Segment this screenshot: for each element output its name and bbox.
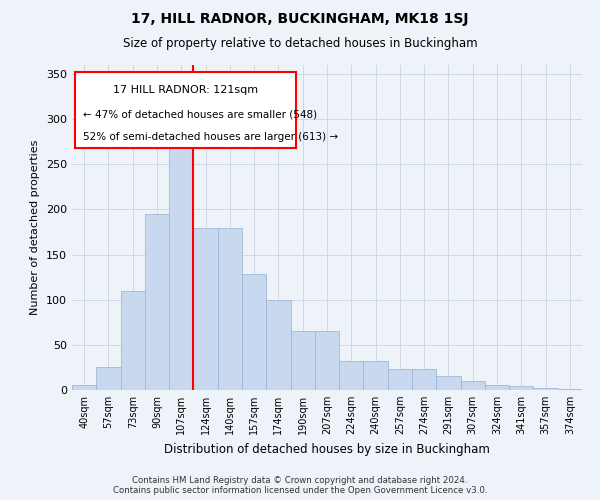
Bar bbox=[533, 388, 558, 390]
Bar bbox=[339, 361, 364, 390]
Bar bbox=[169, 128, 193, 390]
Bar bbox=[461, 381, 485, 390]
Y-axis label: Number of detached properties: Number of detached properties bbox=[31, 140, 40, 315]
Bar bbox=[218, 228, 242, 390]
Text: Size of property relative to detached houses in Buckingham: Size of property relative to detached ho… bbox=[122, 38, 478, 51]
Text: 17, HILL RADNOR, BUCKINGHAM, MK18 1SJ: 17, HILL RADNOR, BUCKINGHAM, MK18 1SJ bbox=[131, 12, 469, 26]
Bar bbox=[315, 332, 339, 390]
Bar bbox=[121, 290, 145, 390]
Bar bbox=[193, 228, 218, 390]
Bar bbox=[145, 214, 169, 390]
Bar bbox=[96, 368, 121, 390]
Bar bbox=[242, 274, 266, 390]
Bar bbox=[412, 369, 436, 390]
Bar bbox=[388, 369, 412, 390]
Bar bbox=[509, 386, 533, 390]
Bar bbox=[364, 361, 388, 390]
Bar bbox=[266, 300, 290, 390]
X-axis label: Distribution of detached houses by size in Buckingham: Distribution of detached houses by size … bbox=[164, 442, 490, 456]
Bar bbox=[290, 332, 315, 390]
Bar bbox=[436, 376, 461, 390]
Bar bbox=[558, 389, 582, 390]
Bar bbox=[485, 386, 509, 390]
Bar bbox=[72, 386, 96, 390]
Text: Contains HM Land Registry data © Crown copyright and database right 2024.
Contai: Contains HM Land Registry data © Crown c… bbox=[113, 476, 487, 495]
